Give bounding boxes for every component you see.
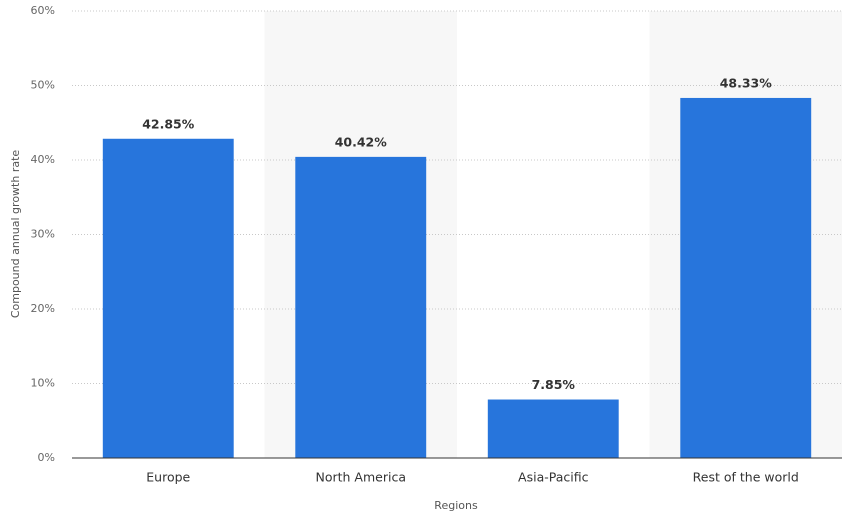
value-label: 42.85% bbox=[142, 116, 195, 131]
bar bbox=[295, 156, 427, 458]
y-tick-label: 60% bbox=[31, 4, 55, 17]
y-tick-label: 50% bbox=[31, 79, 55, 92]
x-tick-label: Asia-Pacific bbox=[518, 470, 589, 485]
value-label: 40.42% bbox=[335, 134, 388, 149]
x-axis-title: Regions bbox=[434, 499, 478, 512]
y-tick-label: 30% bbox=[31, 228, 55, 241]
y-tick-label: 10% bbox=[31, 377, 55, 390]
y-tick-label: 20% bbox=[31, 302, 55, 315]
x-tick-label: North America bbox=[316, 470, 407, 485]
x-tick-label: Europe bbox=[146, 470, 190, 485]
y-tick-label: 40% bbox=[31, 153, 55, 166]
bar bbox=[487, 399, 619, 458]
value-label: 48.33% bbox=[720, 75, 773, 90]
bar bbox=[680, 97, 812, 458]
x-tick-label: Rest of the world bbox=[693, 470, 799, 485]
y-axis-title: Compound annual growth rate bbox=[9, 150, 22, 319]
bar bbox=[102, 138, 234, 458]
y-tick-label: 0% bbox=[38, 451, 55, 464]
value-label: 7.85% bbox=[532, 377, 576, 392]
